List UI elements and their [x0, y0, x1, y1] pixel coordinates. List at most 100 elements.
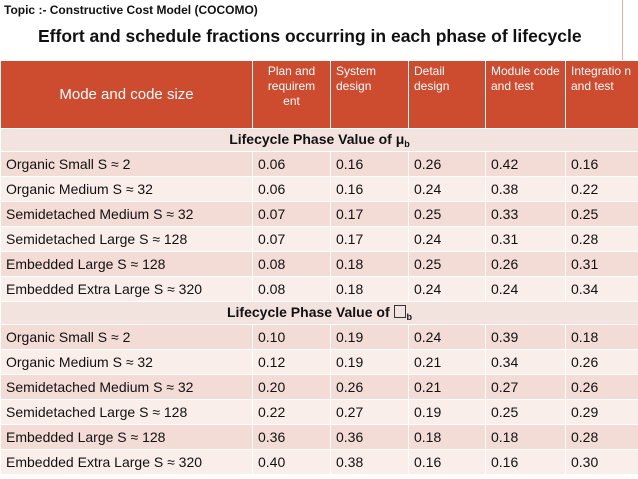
value-cell: 0.06	[252, 176, 331, 202]
value-cell: 0.08	[252, 251, 331, 277]
value-cell: 0.18	[408, 424, 486, 450]
table-row: Organic Small S ≈ 2 0.06 0.16 0.26 0.42 0.16	[0, 151, 638, 177]
table-row: Embedded Large S ≈ 128 0.08 0.18 0.25 0.26 0.…	[0, 251, 638, 277]
mode-cell: Semidetached Large S ≈ 128	[0, 226, 253, 252]
value-cell: 0.16	[565, 151, 638, 177]
value-cell: 0.28	[565, 226, 638, 252]
value-cell: 0.21	[408, 349, 486, 375]
table-row: Semidetached Large S ≈ 128 0.22 0.27 0.19 0.…	[0, 399, 638, 425]
value-cell: 0.26	[330, 374, 409, 400]
table-row: Organic Medium S ≈ 32 0.12 0.19 0.21 0.34 0.2…	[0, 349, 638, 375]
value-cell: 0.24	[408, 276, 486, 302]
mode-cell: Embedded Extra Large S ≈ 320	[0, 449, 253, 475]
value-cell: 0.16	[408, 449, 486, 475]
value-cell: 0.20	[252, 374, 331, 400]
table-row: Semidetached Medium S ≈ 32 0.07 0.17 0.25 0.…	[0, 201, 638, 227]
value-cell: 0.18	[330, 276, 409, 302]
table-row: Organic Small S ≈ 2 0.10 0.19 0.24 0.39 0.18	[0, 324, 638, 350]
slide-title: Effort and schedule fractions occurring …	[38, 26, 582, 46]
value-cell: 0.26	[408, 151, 486, 177]
mode-cell: Semidetached Large S ≈ 128	[0, 399, 253, 425]
value-cell: 0.24	[408, 226, 486, 252]
value-cell: 0.17	[330, 201, 409, 227]
value-cell: 0.12	[252, 349, 331, 375]
decorative-rule	[622, 0, 623, 60]
value-cell: 0.39	[485, 324, 566, 350]
table-row: Organic Medium S ≈ 32 0.06 0.16 0.24 0.38 0.2…	[0, 176, 638, 202]
mode-cell: Embedded Large S ≈ 128	[0, 251, 253, 277]
header-system-design: System design	[330, 60, 409, 129]
table-row: Embedded Extra Large S ≈ 320 0.40 0.38 0.16…	[0, 449, 638, 475]
value-cell: 0.19	[330, 324, 409, 350]
header-module-code: Module code and test	[485, 60, 566, 129]
value-cell: 0.16	[485, 449, 566, 475]
table-header-row: Mode and code size Plan and requirem ent…	[0, 60, 638, 129]
header-mode: Mode and code size	[0, 60, 253, 129]
value-cell: 0.28	[565, 424, 638, 450]
value-cell: 0.38	[485, 176, 566, 202]
mode-cell: Embedded Extra Large S ≈ 320	[0, 276, 253, 302]
mode-cell: Organic Small S ≈ 2	[0, 324, 253, 350]
value-cell: 0.16	[330, 151, 409, 177]
missing-glyph-icon	[393, 305, 406, 318]
value-cell: 0.30	[565, 449, 638, 475]
table-row: Semidetached Large S ≈ 128 0.07 0.17 0.24 0.…	[0, 226, 638, 252]
section-header-effort: Lifecycle Phase Value of μb	[0, 128, 638, 152]
mode-cell: Organic Medium S ≈ 32	[0, 349, 253, 375]
value-cell: 0.19	[330, 349, 409, 375]
value-cell: 0.10	[252, 324, 331, 350]
value-cell: 0.31	[485, 226, 566, 252]
phase-fraction-table: Mode and code size Plan and requirem ent…	[0, 60, 638, 475]
section-label-text: Lifecycle Phase Value of μ	[229, 131, 405, 147]
value-cell: 0.18	[565, 324, 638, 350]
mode-cell: Semidetached Medium S ≈ 32	[0, 374, 253, 400]
value-cell: 0.17	[330, 226, 409, 252]
value-cell: 0.07	[252, 226, 331, 252]
value-cell: 0.07	[252, 201, 331, 227]
value-cell: 0.25	[408, 201, 486, 227]
value-cell: 0.25	[408, 251, 486, 277]
table-row: Embedded Large S ≈ 128 0.36 0.36 0.18 0.18 0.…	[0, 424, 638, 450]
value-cell: 0.18	[485, 424, 566, 450]
mode-cell: Organic Small S ≈ 2	[0, 151, 253, 177]
table-row: Semidetached Medium S ≈ 32 0.20 0.26 0.21 0.…	[0, 374, 638, 400]
value-cell: 0.08	[252, 276, 331, 302]
value-cell: 0.26	[565, 349, 638, 375]
value-cell: 0.21	[408, 374, 486, 400]
value-cell: 0.34	[565, 276, 638, 302]
header-plan: Plan and requirem ent	[252, 60, 331, 129]
mode-cell: Organic Medium S ≈ 32	[0, 176, 253, 202]
value-cell: 0.22	[565, 176, 638, 202]
section-label: Lifecycle Phase Value of b	[0, 301, 638, 325]
value-cell: 0.34	[485, 349, 566, 375]
value-cell: 0.27	[330, 399, 409, 425]
value-cell: 0.25	[485, 399, 566, 425]
value-cell: 0.24	[408, 324, 486, 350]
value-cell: 0.24	[485, 276, 566, 302]
value-cell: 0.18	[330, 251, 409, 277]
value-cell: 0.22	[252, 399, 331, 425]
section-subscript: b	[406, 312, 413, 322]
section-label: Lifecycle Phase Value of μb	[0, 128, 638, 152]
value-cell: 0.36	[252, 424, 331, 450]
value-cell: 0.33	[485, 201, 566, 227]
value-cell: 0.38	[330, 449, 409, 475]
value-cell: 0.26	[565, 374, 638, 400]
section-label-text: Lifecycle Phase Value of	[226, 304, 394, 320]
value-cell: 0.36	[330, 424, 409, 450]
section-subscript: b	[404, 139, 410, 149]
header-integration: Integratio n and test	[565, 60, 638, 129]
value-cell: 0.31	[565, 251, 638, 277]
table-body: Lifecycle Phase Value of μb Organic Smal…	[0, 128, 638, 475]
value-cell: 0.27	[485, 374, 566, 400]
value-cell: 0.06	[252, 151, 331, 177]
value-cell: 0.40	[252, 449, 331, 475]
header-detail-design: Detail design	[408, 60, 486, 129]
section-header-schedule: Lifecycle Phase Value of b	[0, 301, 638, 325]
value-cell: 0.26	[485, 251, 566, 277]
value-cell: 0.29	[565, 399, 638, 425]
value-cell: 0.42	[485, 151, 566, 177]
mode-cell: Embedded Large S ≈ 128	[0, 424, 253, 450]
value-cell: 0.24	[408, 176, 486, 202]
